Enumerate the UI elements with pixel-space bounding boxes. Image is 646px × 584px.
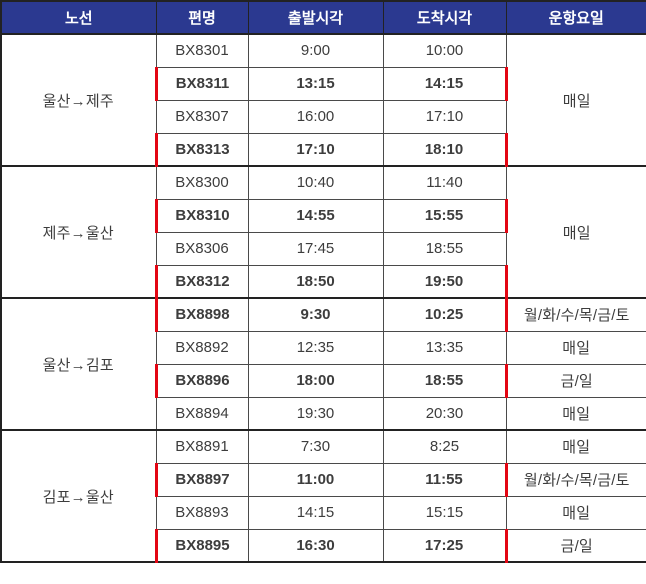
flight-timetable: 노선 편명 출발시각 도착시각 운항요일 울산→제주 BX8301 9:00 10:0… bbox=[0, 0, 646, 563]
days-cell: 매일 bbox=[505, 330, 646, 365]
arrival-cell: 20:30 bbox=[382, 396, 507, 431]
table-row: 울산→김포 BX8898 9:30 10:25 월/화/수/목/금/토 bbox=[0, 297, 646, 431]
days-cell: 월/화/수/목/금/토 bbox=[505, 297, 646, 332]
flight-cell: BX8313 bbox=[154, 132, 249, 167]
arrival-cell: 17:10 bbox=[382, 99, 507, 134]
flight-cell: BX8891 bbox=[155, 429, 249, 464]
timetable-body: 울산→제주 BX8301 9:00 10:00 매일 BX8311 13:15 14:15 BX… bbox=[0, 33, 646, 563]
route-cell: 울산→제주 bbox=[0, 33, 157, 167]
route-cell: 울산→김포 bbox=[0, 297, 157, 431]
table-row: 울산→제주 BX8301 9:00 10:00 매일 bbox=[0, 33, 646, 167]
days-cell: 매일 bbox=[505, 165, 646, 299]
flight-cell: BX8894 bbox=[155, 396, 249, 431]
departure-cell: 18:00 bbox=[247, 363, 384, 398]
table-row: BX8311 13:15 14:15 bbox=[1, 66, 646, 101]
departure-cell: 11:00 bbox=[247, 462, 384, 497]
header-days: 운항요일 bbox=[505, 0, 646, 35]
departure-cell: 19:30 bbox=[247, 396, 384, 431]
days-cell: 매일 bbox=[505, 429, 646, 464]
flight-cell: BX8895 bbox=[154, 528, 249, 563]
arrival-cell: 15:15 bbox=[382, 495, 507, 530]
departure-cell: 14:55 bbox=[247, 198, 384, 233]
header-flight: 편명 bbox=[155, 0, 249, 35]
days-cell: 매일 bbox=[505, 33, 646, 167]
table-row: BX8313 17:10 18:10 bbox=[1, 132, 646, 167]
route-cell: 김포→울산 bbox=[0, 429, 157, 563]
departure-cell: 16:00 bbox=[247, 99, 384, 134]
table-row: BX8893 14:15 15:15 매일 bbox=[1, 495, 646, 530]
table-row: BX8894 19:30 20:30 매일 bbox=[1, 396, 646, 431]
header-departure: 출발시각 bbox=[247, 0, 384, 35]
days-cell: 매일 bbox=[505, 495, 646, 530]
flight-cell: BX8893 bbox=[155, 495, 249, 530]
departure-cell: 9:30 bbox=[247, 297, 384, 332]
flight-cell: BX8311 bbox=[154, 66, 249, 101]
departure-cell: 16:30 bbox=[247, 528, 384, 563]
table-row: BX8892 12:35 13:35 매일 bbox=[1, 330, 646, 365]
flight-cell: BX8312 bbox=[154, 264, 249, 299]
arrival-cell: 18:55 bbox=[382, 231, 507, 266]
flight-cell: BX8307 bbox=[155, 99, 249, 134]
departure-cell: 7:30 bbox=[247, 429, 384, 464]
route-cell: 제주→울산 bbox=[0, 165, 157, 299]
days-cell: 매일 bbox=[505, 396, 646, 431]
arrival-cell: 15:55 bbox=[382, 198, 508, 233]
arrival-cell: 19:50 bbox=[382, 264, 508, 299]
arrival-cell: 8:25 bbox=[382, 429, 507, 464]
table-row: BX8896 18:00 18:55 금/일 bbox=[1, 363, 646, 398]
days-cell: 금/일 bbox=[505, 528, 646, 563]
flight-cell: BX8897 bbox=[154, 462, 249, 497]
table-row: 김포→울산 BX8891 7:30 8:25 매일 bbox=[0, 429, 646, 563]
header-route: 노선 bbox=[0, 0, 157, 35]
days-cell: 월/화/수/목/금/토 bbox=[505, 462, 646, 497]
departure-cell: 9:00 bbox=[247, 33, 384, 68]
flight-cell: BX8300 bbox=[155, 165, 249, 200]
departure-cell: 10:40 bbox=[247, 165, 384, 200]
header-arrival: 도착시각 bbox=[382, 0, 507, 35]
table-row: BX8895 16:30 17:25 금/일 bbox=[1, 528, 646, 563]
departure-cell: 13:15 bbox=[247, 66, 384, 101]
arrival-cell: 18:55 bbox=[382, 363, 508, 398]
arrival-cell: 10:00 bbox=[382, 33, 507, 68]
arrival-cell: 11:40 bbox=[382, 165, 507, 200]
table-row: BX8310 14:55 15:55 bbox=[1, 198, 646, 233]
days-cell: 금/일 bbox=[505, 363, 646, 398]
departure-cell: 14:15 bbox=[247, 495, 384, 530]
header-row: 노선 편명 출발시각 도착시각 운항요일 bbox=[0, 0, 646, 35]
table-row: 제주→울산 BX8300 10:40 11:40 매일 bbox=[0, 165, 646, 299]
flight-cell: BX8892 bbox=[155, 330, 249, 365]
flight-cell: BX8306 bbox=[155, 231, 249, 266]
table-row: BX8307 16:00 17:10 bbox=[1, 99, 646, 134]
arrival-cell: 18:10 bbox=[382, 132, 508, 167]
flight-cell: BX8301 bbox=[155, 33, 249, 68]
arrival-cell: 17:25 bbox=[382, 528, 508, 563]
departure-cell: 17:10 bbox=[247, 132, 384, 167]
arrival-cell: 10:25 bbox=[382, 297, 508, 332]
departure-cell: 18:50 bbox=[247, 264, 384, 299]
flight-cell: BX8898 bbox=[154, 297, 249, 332]
departure-cell: 12:35 bbox=[247, 330, 384, 365]
flight-cell: BX8896 bbox=[154, 363, 249, 398]
arrival-cell: 14:15 bbox=[382, 66, 508, 101]
table-row: BX8306 17:45 18:55 bbox=[1, 231, 646, 266]
timetable-header: 노선 편명 출발시각 도착시각 운항요일 bbox=[0, 0, 646, 35]
departure-cell: 17:45 bbox=[247, 231, 384, 266]
arrival-cell: 13:35 bbox=[382, 330, 507, 365]
flight-cell: BX8310 bbox=[154, 198, 249, 233]
arrival-cell: 11:55 bbox=[382, 462, 508, 497]
